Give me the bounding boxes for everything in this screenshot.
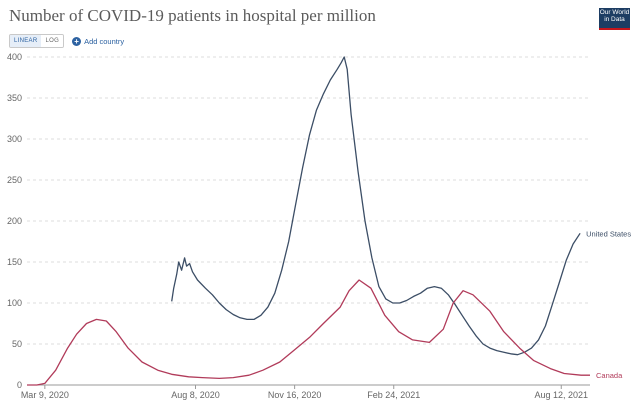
y-tick-label: 300 — [7, 134, 22, 144]
logo-line-2: in Data — [604, 16, 625, 23]
scale-toggle: LINEAR LOG — [9, 34, 65, 48]
x-tick-label: Feb 24, 2021 — [367, 390, 420, 400]
y-tick-label: 250 — [7, 175, 22, 185]
y-tick-label: 50 — [12, 339, 22, 349]
chart-title: Number of COVID-19 patients in hospital … — [9, 6, 376, 25]
plus-icon: + — [72, 36, 82, 46]
x-tick-label: Aug 8, 2020 — [171, 390, 220, 400]
y-tick-label: 0 — [17, 380, 22, 390]
log-scale-button[interactable]: LOG — [41, 35, 64, 47]
x-tick-label: Aug 12, 2021 — [534, 390, 588, 400]
series-label: United States — [586, 229, 631, 238]
x-tick-label: Nov 16, 2020 — [268, 390, 322, 400]
y-tick-label: 400 — [7, 52, 22, 62]
add-country-button[interactable]: + Add country — [72, 36, 125, 46]
y-tick-label: 350 — [7, 93, 22, 103]
linear-scale-button[interactable]: LINEAR — [10, 35, 42, 47]
x-tick-label: Mar 9, 2020 — [21, 390, 69, 400]
y-tick-label: 150 — [7, 257, 22, 267]
chart-controls: LINEAR LOG + Add country — [9, 34, 124, 48]
add-country-label: Add country — [84, 36, 125, 46]
series-line-united-states — [171, 56, 581, 356]
owid-logo[interactable]: Our World in Data — [599, 8, 630, 30]
series-line-canada — [27, 279, 590, 386]
y-tick-label: 200 — [7, 216, 22, 226]
series-label: Canada — [596, 371, 623, 380]
y-tick-label: 100 — [7, 298, 22, 308]
logo-line-1: Our World — [599, 9, 630, 16]
